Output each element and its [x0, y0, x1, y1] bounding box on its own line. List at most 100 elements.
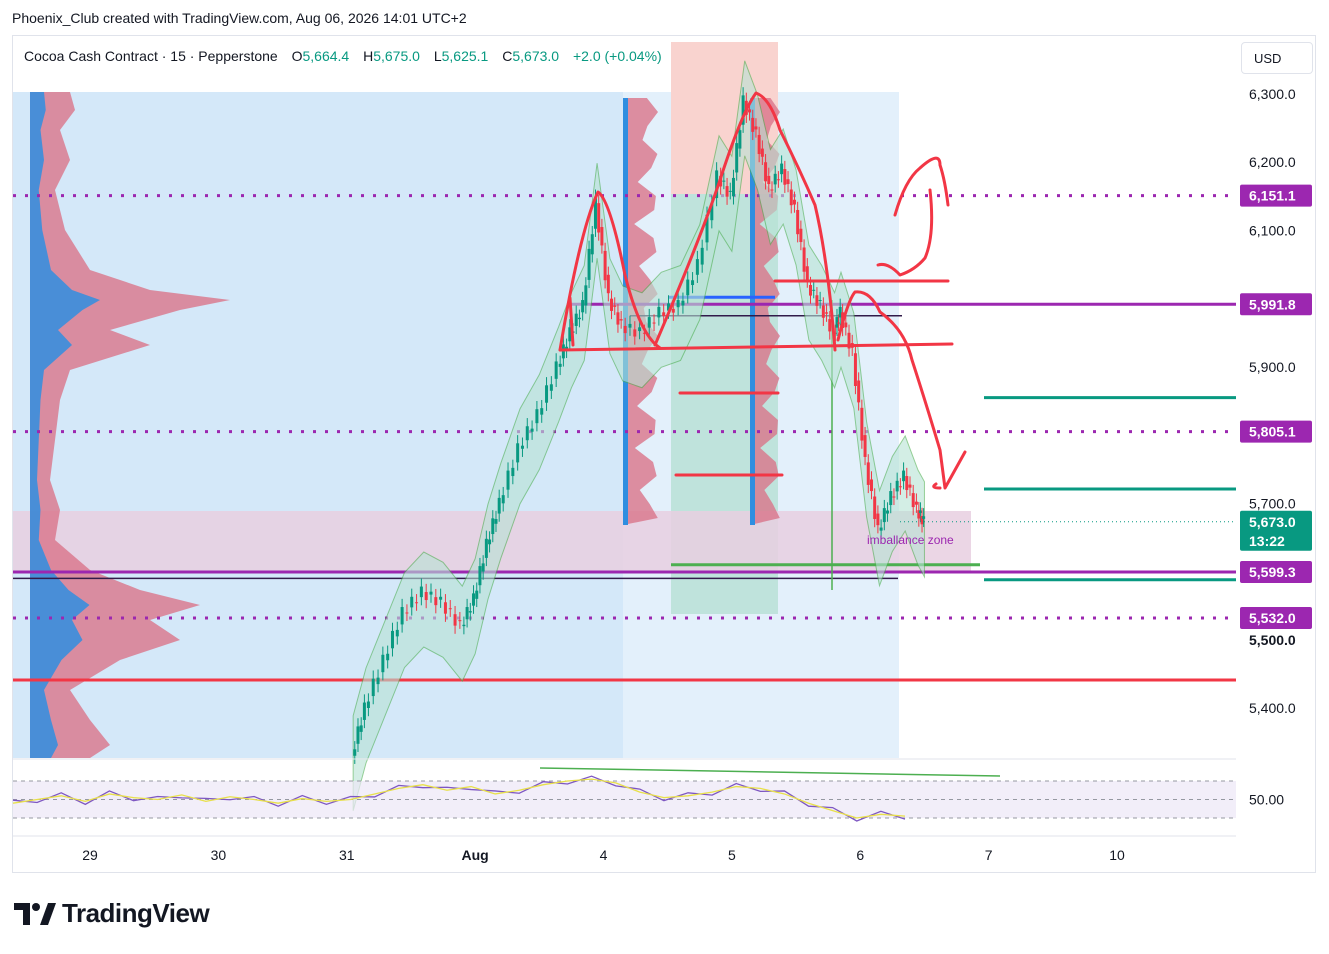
candle-body [520, 445, 524, 449]
drawing-arrow-tip[interactable] [932, 482, 942, 490]
candle-body [773, 173, 777, 185]
open-label: O [291, 48, 303, 64]
change-value: +2.0 (+0.04%) [572, 48, 662, 64]
candle-body [386, 653, 390, 661]
candle-body [554, 361, 558, 379]
candle-body [728, 190, 732, 192]
drawing-head[interactable] [653, 91, 837, 352]
candle-body [642, 332, 646, 334]
candle-body [577, 317, 581, 320]
candle-body [429, 591, 433, 595]
candle-body [764, 162, 768, 182]
candle-body [600, 227, 604, 246]
candle-body [760, 148, 764, 157]
low-value: 5,625.1 [441, 48, 489, 64]
time-tick-label: Aug [462, 847, 489, 863]
symbol-legend: Cocoa Cash Contract · 15 · Pepperstone O… [24, 48, 662, 64]
candle-body [847, 332, 851, 349]
candle-body [405, 612, 409, 614]
candle-body [657, 306, 661, 318]
price-tag[interactable] [1240, 606, 1312, 629]
price-tag-label: 5,673.0 [1249, 514, 1296, 530]
candle-body [805, 266, 809, 280]
candle-body [725, 186, 729, 197]
candle-body [525, 426, 529, 441]
price-tag[interactable] [1240, 510, 1312, 551]
candle-body [866, 462, 870, 485]
tradingview-logo[interactable]: TradingView [14, 898, 210, 929]
candle-body [400, 607, 404, 625]
candle-body [770, 189, 774, 191]
drawing-right-shoulder-path[interactable] [836, 290, 967, 490]
candle-body [908, 484, 912, 488]
price-tag[interactable] [1240, 420, 1312, 443]
time-tick-label: 5 [728, 847, 736, 863]
rsi-divergence-line[interactable] [539, 767, 1001, 777]
candle-body [686, 279, 690, 296]
candle-body [738, 130, 742, 149]
drawing-neckline[interactable] [558, 342, 954, 352]
candle-body [917, 510, 921, 519]
time-tick-label: 30 [211, 847, 227, 863]
candle-body [857, 380, 861, 403]
candle-body [671, 308, 675, 313]
currency-button[interactable]: USD [1241, 42, 1313, 74]
candle-body [549, 384, 553, 391]
candle-body [792, 199, 796, 205]
candle-body [574, 313, 578, 326]
price-tag[interactable] [1240, 561, 1312, 584]
drawing-left-shoulder[interactable] [558, 190, 662, 352]
candle-body [710, 203, 714, 221]
candle-body [731, 177, 735, 197]
candle-body [443, 602, 447, 614]
chart-frame [12, 35, 1316, 873]
candle-body [879, 527, 883, 531]
candle-body [484, 538, 488, 558]
candle-body [603, 250, 607, 281]
candle-body [371, 678, 375, 697]
candle-body [691, 280, 695, 286]
low-label: L [433, 48, 442, 64]
candle-body [767, 175, 771, 185]
candle-body [902, 470, 906, 482]
candle-body [821, 305, 825, 318]
candle-body [516, 443, 520, 463]
high-label: H [363, 48, 374, 64]
candle-body [715, 170, 719, 199]
drawing-up-arrow[interactable] [876, 188, 934, 277]
candle-body [911, 493, 915, 508]
candle-body [676, 300, 680, 308]
candle-body [837, 322, 841, 324]
candle-body [613, 305, 617, 307]
open-value: 5,664.4 [302, 48, 350, 64]
price-tag[interactable] [1240, 293, 1312, 316]
price-tick-label: 5,400.0 [1249, 700, 1296, 716]
candle-body [606, 274, 610, 294]
candle-body [860, 407, 864, 441]
candle-body [802, 247, 806, 272]
candle-body [597, 203, 601, 233]
candle-body [587, 248, 591, 280]
candle-body [695, 259, 699, 275]
candle-body [914, 501, 918, 505]
candle-body [410, 596, 414, 608]
candle-body [458, 620, 462, 622]
candle-body [381, 654, 385, 673]
candle-body [895, 480, 899, 492]
candle-body [898, 486, 902, 488]
candle-body [833, 332, 837, 334]
symbol-name[interactable]: Cocoa Cash Contract · 15 · Pepperstone [24, 48, 278, 64]
candle-body [506, 470, 510, 490]
drawing-tick-left[interactable] [568, 296, 575, 347]
price-tag-countdown: 13:22 [1249, 533, 1285, 549]
candle-body [628, 323, 632, 328]
candle-body [353, 749, 357, 756]
close-value: 5,673.0 [512, 48, 560, 64]
price-tag[interactable] [1240, 184, 1312, 207]
drawing-up-hook[interactable] [893, 156, 950, 217]
candle-body [796, 209, 800, 235]
candle-body [799, 228, 803, 243]
candle-body [751, 117, 755, 132]
candle-body [647, 317, 651, 328]
